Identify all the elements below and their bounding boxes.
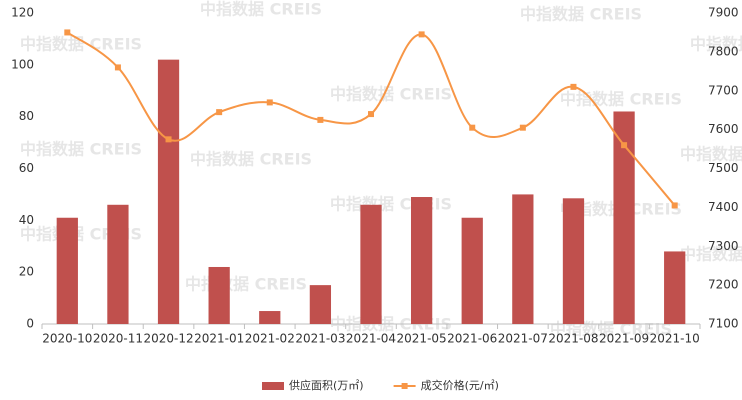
x-tick-label: 2021-09 xyxy=(599,332,649,346)
bar xyxy=(157,59,180,325)
x-tick-label: 2021-07 xyxy=(498,332,548,346)
watermark: 中指数据 CREIS xyxy=(520,5,642,24)
line-marker xyxy=(266,99,273,106)
line-marker xyxy=(165,136,172,143)
watermark: 中指数据 CREIS xyxy=(190,150,312,169)
line-marker xyxy=(469,124,476,131)
y-tick-label: 100 xyxy=(11,57,34,71)
y-tick-label: 40 xyxy=(19,213,34,227)
bar xyxy=(562,198,585,324)
bar xyxy=(410,197,433,324)
watermark: 中指数据 CREIS xyxy=(690,35,742,54)
line-marker xyxy=(570,83,577,90)
y-tick-label: 0 xyxy=(26,317,34,331)
watermark: 中指数据 CREIS xyxy=(680,145,742,164)
watermark: 中指数据 CREIS xyxy=(680,245,742,264)
x-tick-label: 2020-10 xyxy=(42,332,92,346)
line-marker xyxy=(368,111,374,118)
bar xyxy=(664,251,686,324)
legend-label: 成交价格(元/㎡) xyxy=(421,378,499,392)
line-marker xyxy=(114,64,121,71)
bar xyxy=(461,217,483,324)
x-tick-label: 2021-02 xyxy=(245,332,295,346)
watermark: 中指数据 CREIS xyxy=(185,275,307,294)
y2-tick-label: 7900 xyxy=(708,6,739,20)
x-tick-label: 2021-03 xyxy=(295,332,345,346)
x-tick-label: 2021-01 xyxy=(194,332,244,346)
x-tick-label: 2021-05 xyxy=(397,332,447,346)
y-tick-label: 80 xyxy=(19,109,34,123)
x-tick-label: 2021-04 xyxy=(346,332,396,346)
x-tick-label: 2020-12 xyxy=(143,332,193,346)
legend-swatch xyxy=(262,382,284,390)
y-tick-label: 20 xyxy=(19,265,34,279)
y2-tick-label: 7700 xyxy=(708,83,739,97)
x-tick-label: 2021-06 xyxy=(447,332,497,346)
watermark: 中指数据 CREIS xyxy=(20,140,142,159)
watermark: 中指数据 CREIS xyxy=(20,35,142,54)
line-marker xyxy=(216,109,223,116)
line-marker xyxy=(64,29,71,36)
line-marker xyxy=(418,31,425,38)
y2-tick-label: 7100 xyxy=(708,317,739,331)
legend-label: 供应面积(万㎡) xyxy=(289,378,364,392)
y2-tick-label: 7300 xyxy=(708,239,739,253)
y2-tick-label: 7200 xyxy=(708,278,739,292)
y2-tick-label: 7800 xyxy=(708,44,739,58)
watermark: 中指数据 CREIS xyxy=(330,195,452,214)
bar xyxy=(613,111,635,324)
legend-swatch xyxy=(401,383,408,389)
y2-tick-label: 7500 xyxy=(708,161,739,175)
x-tick-label: 2021-08 xyxy=(548,332,598,346)
y-tick-label: 120 xyxy=(11,6,34,20)
watermark: 中指数据 CREIS xyxy=(200,0,322,19)
bar xyxy=(259,311,281,324)
watermark: 中指数据 CREIS xyxy=(330,85,452,104)
line-marker xyxy=(621,142,628,149)
line-marker xyxy=(671,202,678,209)
line-marker xyxy=(519,124,526,131)
watermark: 中指数据 CREIS xyxy=(560,90,682,109)
x-tick-label: 2021-10 xyxy=(650,332,700,346)
y-tick-label: 60 xyxy=(19,161,34,175)
bar xyxy=(309,285,332,324)
line-marker xyxy=(317,116,324,123)
y2-tick-label: 7600 xyxy=(708,122,739,136)
bar xyxy=(107,204,129,324)
x-tick-label: 2020-11 xyxy=(93,332,143,346)
y2-tick-label: 7400 xyxy=(708,200,739,214)
bar xyxy=(208,266,230,324)
bar xyxy=(360,204,382,324)
bar xyxy=(512,194,534,324)
bar xyxy=(56,217,78,324)
